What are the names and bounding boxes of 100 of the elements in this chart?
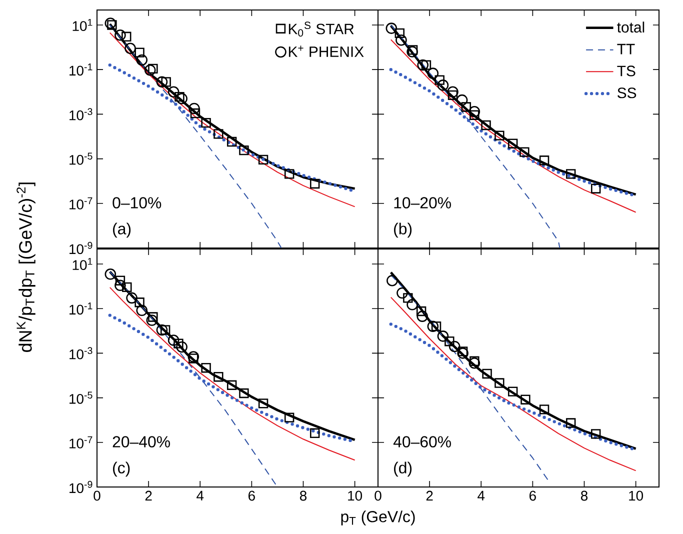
point [136,54,148,66]
point [456,94,468,106]
point [396,34,407,46]
x-axis-title: p$_{T}$ (GeV/c) [341,510,415,526]
legend-label: total [617,22,644,33]
point [190,108,200,118]
y-tick-label: 10$^{-3}$ [70,108,92,120]
point [386,22,398,34]
y-tick-label: 10$^{-1}$ [70,302,92,315]
point [448,90,458,100]
point [188,102,200,114]
point [481,120,491,130]
point [160,325,170,335]
y-tick-label: 10$^{-7}$ [70,436,92,448]
point [566,418,576,428]
point [144,64,156,76]
y-tick-label: 10$^{-5}$ [70,152,92,165]
point [508,386,518,396]
x-tick-label: 0 [374,490,382,501]
x-tick-label: 6 [248,490,255,501]
point [107,20,117,30]
x-tick-label: 2 [426,490,433,501]
point [591,429,601,439]
point [539,156,550,166]
point [520,394,530,404]
point [310,178,320,189]
point [406,46,418,58]
point [146,314,158,326]
point [310,428,320,438]
y-tick-label: 10$^{-9}$ [70,480,92,494]
y-tick-label: 10$^{1}$ [72,258,92,270]
point [148,312,158,322]
point [124,42,136,54]
point [201,363,211,373]
point [176,341,188,353]
annotation: (a) [113,222,131,238]
point [115,276,126,286]
legend-label: SS [618,88,636,98]
point [174,338,184,348]
point [520,147,530,157]
line-series [109,24,282,248]
annotation: 10–20% [394,197,451,208]
point [176,92,188,104]
point [494,378,504,388]
point [136,304,148,316]
point [437,330,449,342]
point [284,412,294,422]
point [482,368,492,379]
point [408,45,418,55]
point [566,169,576,179]
point [201,118,211,128]
line-series [109,286,356,461]
point [468,106,480,118]
point [386,274,398,286]
point [284,169,294,179]
x-tick-label: 4 [478,490,485,500]
legend-label: TT [617,44,635,54]
y-tick-label: 10$^{-5}$ [70,392,92,404]
x-tick-label: 8 [580,490,588,501]
point [470,356,480,366]
legend-label: TS [617,66,636,76]
legend-label: K$^{+}$ PHENIX [288,46,364,57]
point [214,372,224,382]
text: dN$^{K}$/p$_{T}$dp$_{T}$ [(GeV/c)$^{-2}$] [16,182,36,352]
point [508,138,518,148]
x-tick-label: 0 [94,490,100,501]
y-tick-label: 10$^{-7}$ [70,197,92,210]
y-tick-label: 10$^{-3}$ [70,347,92,360]
point [239,388,249,398]
point [417,59,429,71]
point [406,299,418,310]
annotation: 20–40% [112,436,170,448]
y-tick-label: 10$^{-9}$ [70,242,92,254]
point [416,310,428,322]
point [148,64,158,74]
point [134,48,144,58]
point [416,306,426,316]
point [114,280,126,292]
point [468,357,480,369]
point [258,154,268,165]
point [161,77,171,87]
x-tick-label: 10 [629,490,644,501]
point [461,102,472,112]
legend-label: K$_{0}$$^{S}$ STAR [288,22,354,37]
point [431,321,442,332]
point [104,268,116,280]
point [188,354,198,364]
point [539,404,550,414]
annotation: (d) [394,462,412,477]
point [258,398,268,408]
y-tick-label: 10$^{1}$ [72,18,92,32]
x-tick-label: 2 [145,490,152,501]
point [457,348,468,359]
point [214,129,224,139]
x-tick-label: 8 [300,490,307,501]
point [394,28,405,38]
point [188,351,200,362]
point [174,92,184,102]
x-tick-label: 10 [348,490,362,501]
point [239,145,249,156]
